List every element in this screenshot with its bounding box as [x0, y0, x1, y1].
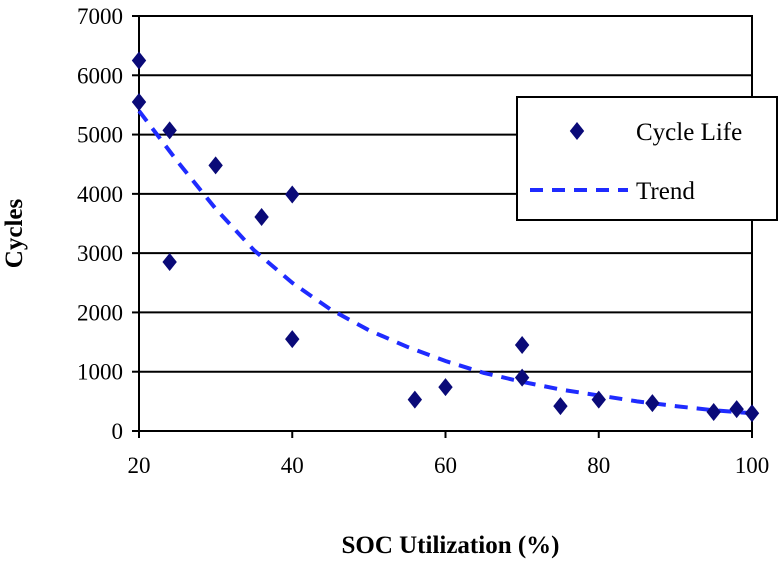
data-point — [208, 156, 223, 175]
data-point — [131, 51, 147, 70]
legend-label-cycle-life: Cycle Life — [636, 119, 742, 146]
legend-marker-cycle-life — [569, 122, 585, 140]
data-series — [131, 51, 760, 423]
trend-line — [137, 109, 753, 416]
data-point — [514, 336, 530, 355]
y-axis-ticks: 0 1000 2000 3000 4000 5000 6000 7000 — [77, 4, 139, 444]
y-tick-label: 1000 — [77, 360, 123, 385]
x-axis-title: SOC Utilization (%) — [341, 532, 559, 559]
data-point — [706, 403, 721, 422]
y-tick-label: 2000 — [77, 300, 123, 325]
y-tick-label: 3000 — [77, 241, 123, 266]
data-point — [131, 92, 147, 111]
x-tick-label: 100 — [735, 453, 770, 478]
legend-box — [516, 96, 778, 221]
y-tick-label: 4000 — [77, 182, 123, 207]
x-tick-label: 40 — [281, 453, 304, 478]
data-point — [162, 253, 177, 272]
x-tick-label: 20 — [128, 453, 151, 478]
legend-label-trend: Trend — [636, 178, 695, 205]
y-axis-title: Cycles — [1, 199, 28, 269]
x-tick-label: 60 — [434, 453, 457, 478]
x-tick-label: 80 — [587, 453, 610, 478]
data-point — [162, 121, 177, 140]
data-point — [254, 207, 269, 226]
data-point — [285, 330, 300, 349]
x-axis-ticks: 20 40 60 80 100 — [128, 431, 770, 478]
data-point — [729, 400, 744, 419]
grid-lines — [139, 15, 752, 432]
y-tick-label: 0 — [112, 419, 124, 444]
plot-area — [138, 15, 753, 432]
y-tick-label: 7000 — [77, 4, 123, 29]
y-tick-label: 5000 — [77, 123, 123, 148]
data-point — [438, 378, 453, 397]
y-tick-label: 6000 — [77, 63, 123, 88]
legend: Cycle Life Trend — [516, 96, 778, 221]
data-point — [744, 404, 760, 423]
data-point — [553, 397, 568, 416]
data-point — [407, 390, 423, 409]
data-point — [285, 185, 300, 204]
data-point — [591, 390, 606, 409]
data-point — [514, 368, 530, 387]
data-point — [645, 394, 660, 413]
